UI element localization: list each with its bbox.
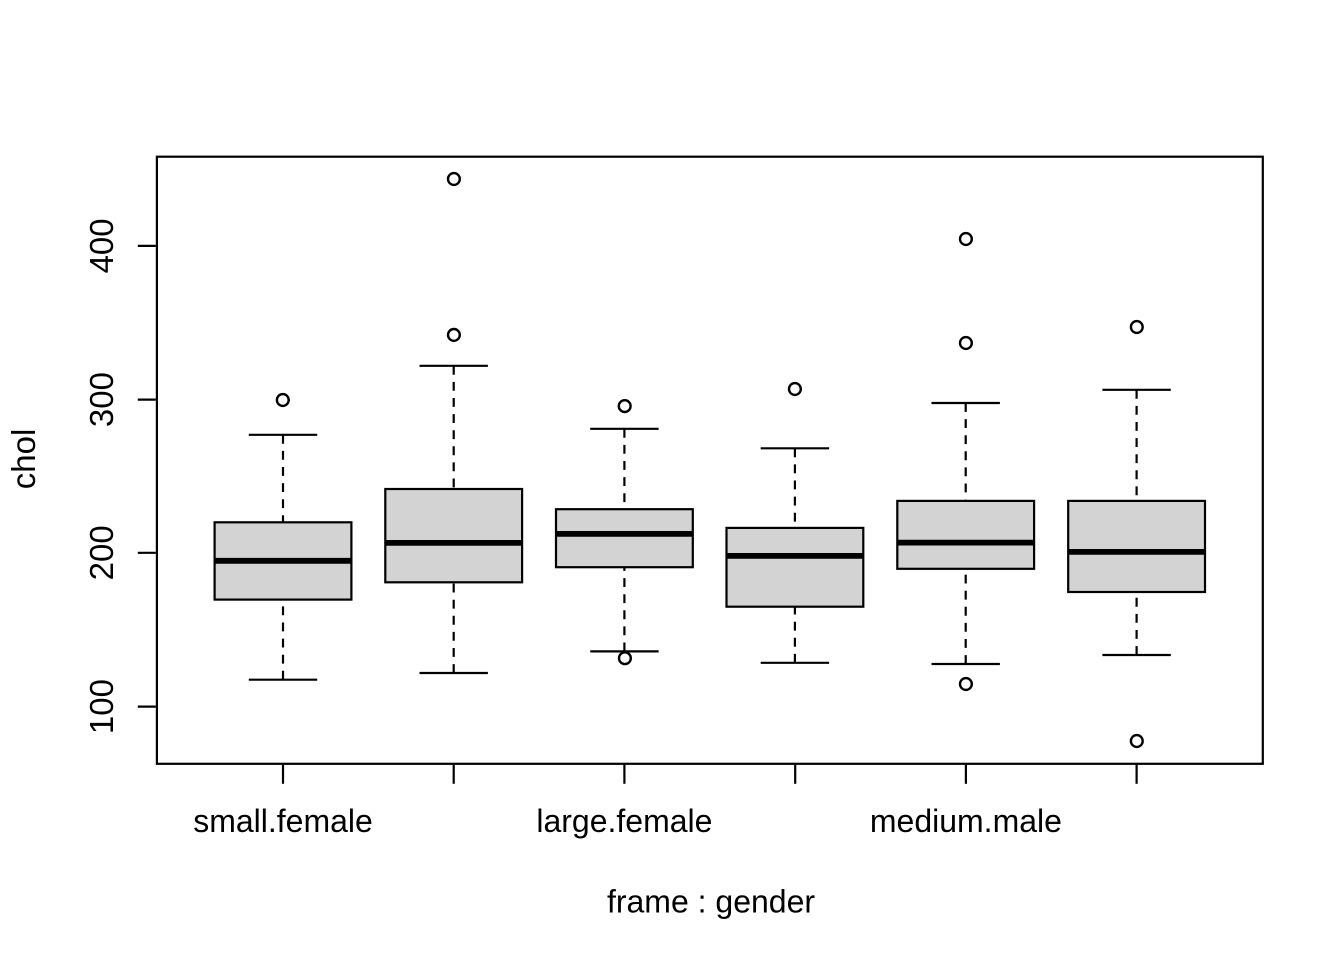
svg-text:small.female: small.female <box>193 803 373 839</box>
svg-text:chol: chol <box>5 429 42 490</box>
svg-text:frame : gender: frame : gender <box>607 884 815 920</box>
svg-text:400: 400 <box>83 218 120 273</box>
svg-text:large.female: large.female <box>536 803 712 839</box>
svg-text:100: 100 <box>83 679 120 734</box>
svg-text:300: 300 <box>83 372 120 427</box>
svg-text:200: 200 <box>83 525 120 580</box>
svg-text:medium.male: medium.male <box>870 803 1062 839</box>
